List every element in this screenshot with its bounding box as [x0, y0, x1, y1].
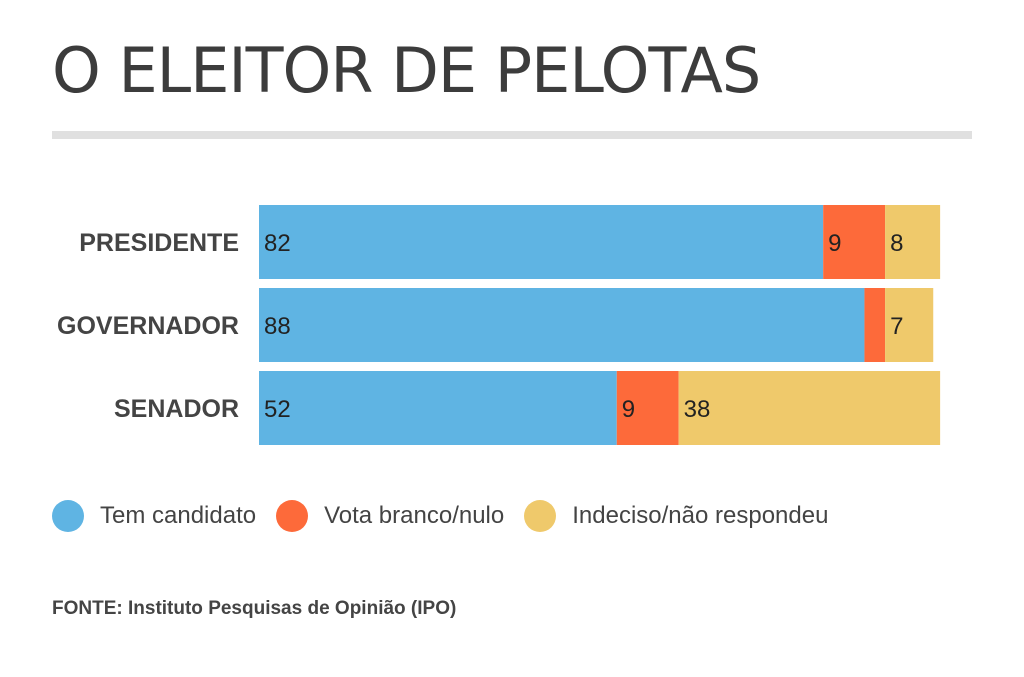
data-label-senador-branco: 9	[622, 396, 635, 423]
bar-senador-indeciso	[678, 371, 941, 445]
data-label-presidente-tem: 82	[264, 230, 291, 257]
data-label-senador-tem: 52	[264, 396, 291, 423]
legend-label-tem-candidato: Tem candidato	[100, 502, 257, 529]
bar-presidente-branco	[823, 205, 886, 279]
title-divider	[52, 131, 972, 139]
bar-governador-branco	[864, 288, 886, 362]
legend: Tem candidato Vota branco/nulo Indeciso/…	[52, 500, 848, 532]
source-note: FONTE: Instituto Pesquisas de Opinião (I…	[52, 598, 457, 619]
legend-item-vota-branco: Vota branco/nulo	[276, 500, 504, 532]
bar-senador-branco	[616, 371, 679, 445]
data-label-governador-tem: 88	[264, 313, 291, 340]
data-label-senador-indeciso: 38	[684, 396, 711, 423]
data-label-presidente-indeciso: 8	[890, 230, 903, 257]
legend-item-tem-candidato: Tem candidato	[52, 500, 256, 532]
data-label-presidente-branco: 9	[828, 230, 841, 257]
bar-senador-tem	[259, 371, 617, 445]
bar-presidente-indeciso	[885, 205, 941, 279]
legend-swatch-vota-branco	[276, 500, 309, 532]
legend-swatch-indeciso	[524, 500, 557, 532]
legend-swatch-tem-candidato	[52, 500, 84, 532]
bar-governador-tem	[259, 288, 865, 362]
legend-label-indeciso: Indeciso/não respondeu	[572, 502, 829, 529]
bar-presidente-tem	[259, 205, 824, 279]
chart-title: O ELEITOR DE PELOTAS	[52, 34, 761, 107]
legend-label-vota-branco: Vota branco/nulo	[324, 502, 505, 529]
category-label-governador: GOVERNADOR	[57, 312, 239, 340]
category-label-senador: SENADOR	[114, 395, 239, 423]
data-label-governador-indeciso: 7	[890, 313, 903, 340]
legend-item-indeciso: Indeciso/não respondeu	[524, 500, 828, 532]
stacked-bar-chart: PRESIDENTE 82 9 8 GOVERNADOR 88 7 SENADOR 52 9 38	[57, 205, 941, 445]
bar-governador-indeciso	[885, 288, 934, 362]
category-label-presidente: PRESIDENTE	[79, 229, 239, 257]
